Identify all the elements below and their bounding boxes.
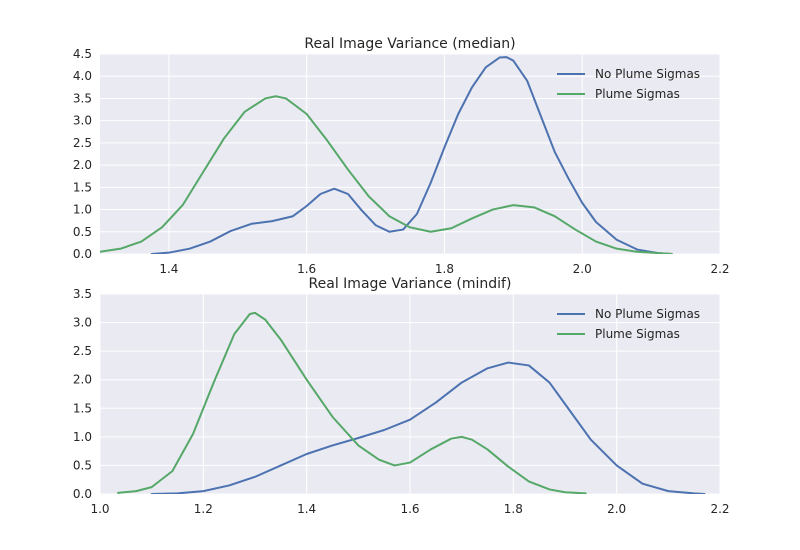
y-tick-label: 3.0 xyxy=(73,316,92,330)
y-tick-label: 1.0 xyxy=(73,203,92,217)
x-tick-label: 2.0 xyxy=(607,502,626,516)
y-tick-label: 2.0 xyxy=(73,373,92,387)
x-tick-label: 1.4 xyxy=(159,262,178,276)
legend: No Plume Sigmas Plume Sigmas xyxy=(557,67,700,101)
x-tick-label: 1.6 xyxy=(400,502,419,516)
x-tick-label: 1.6 xyxy=(297,262,316,276)
y-tick-label: 0.0 xyxy=(73,487,92,501)
y-tick-label: 1.5 xyxy=(73,180,92,194)
chart-title: Real Image Variance (mindif) xyxy=(309,276,512,292)
y-tick-label: 1.5 xyxy=(73,401,92,415)
legend-label: No Plume Sigmas xyxy=(595,67,700,81)
y-tick-label: 2.5 xyxy=(73,344,92,358)
x-tick-label: 2.2 xyxy=(710,262,729,276)
legend-label: Plume Sigmas xyxy=(595,87,680,101)
y-tick-label: 1.0 xyxy=(73,430,92,444)
y-tick-label: 3.0 xyxy=(73,114,92,128)
plot-area xyxy=(100,54,720,254)
x-tick-label: 2.2 xyxy=(710,502,729,516)
x-tick-label: 1.8 xyxy=(435,262,454,276)
x-tick-label: 2.0 xyxy=(573,262,592,276)
y-tick-label: 3.5 xyxy=(73,91,92,105)
x-tick-label: 1.2 xyxy=(194,502,213,516)
chart-2: 1.0 1.2 1.4 1.6 1.8 2.0 2.2 0.0 0.5 1.0 1.5 2.0 2.5 3… xyxy=(73,276,730,516)
y-tick-label: 0.5 xyxy=(73,458,92,472)
legend: No Plume Sigmas Plume Sigmas xyxy=(557,307,700,341)
y-tick-label: 2.5 xyxy=(73,136,92,150)
y-tick-label: 4.0 xyxy=(73,69,92,83)
x-tick-label: 1.0 xyxy=(90,502,109,516)
series-line-no-plume-sigmas xyxy=(150,361,706,494)
x-tick-label: 1.8 xyxy=(504,502,523,516)
series-line-plume-sigmas xyxy=(100,95,673,254)
series-line-no-plume-sigmas xyxy=(150,56,673,254)
y-tick-label: 4.5 xyxy=(73,47,92,61)
chart-title: Real Image Variance (median) xyxy=(304,36,515,52)
y-tick-label: 3.5 xyxy=(73,287,92,301)
y-tick-label: 2.0 xyxy=(73,158,92,172)
series-line-plume-sigmas xyxy=(117,311,587,494)
y-tick-label: 0.0 xyxy=(73,247,92,261)
legend-label: No Plume Sigmas xyxy=(595,307,700,321)
legend-label: Plume Sigmas xyxy=(595,327,680,341)
x-tick-label: 1.4 xyxy=(297,502,316,516)
y-tick-label: 0.5 xyxy=(73,225,92,239)
chart-1: 1.4 1.6 1.8 2.0 2.2 0.0 0.5 1.0 1.5 2.0 2.5 3.0 3.5 4… xyxy=(73,36,730,276)
